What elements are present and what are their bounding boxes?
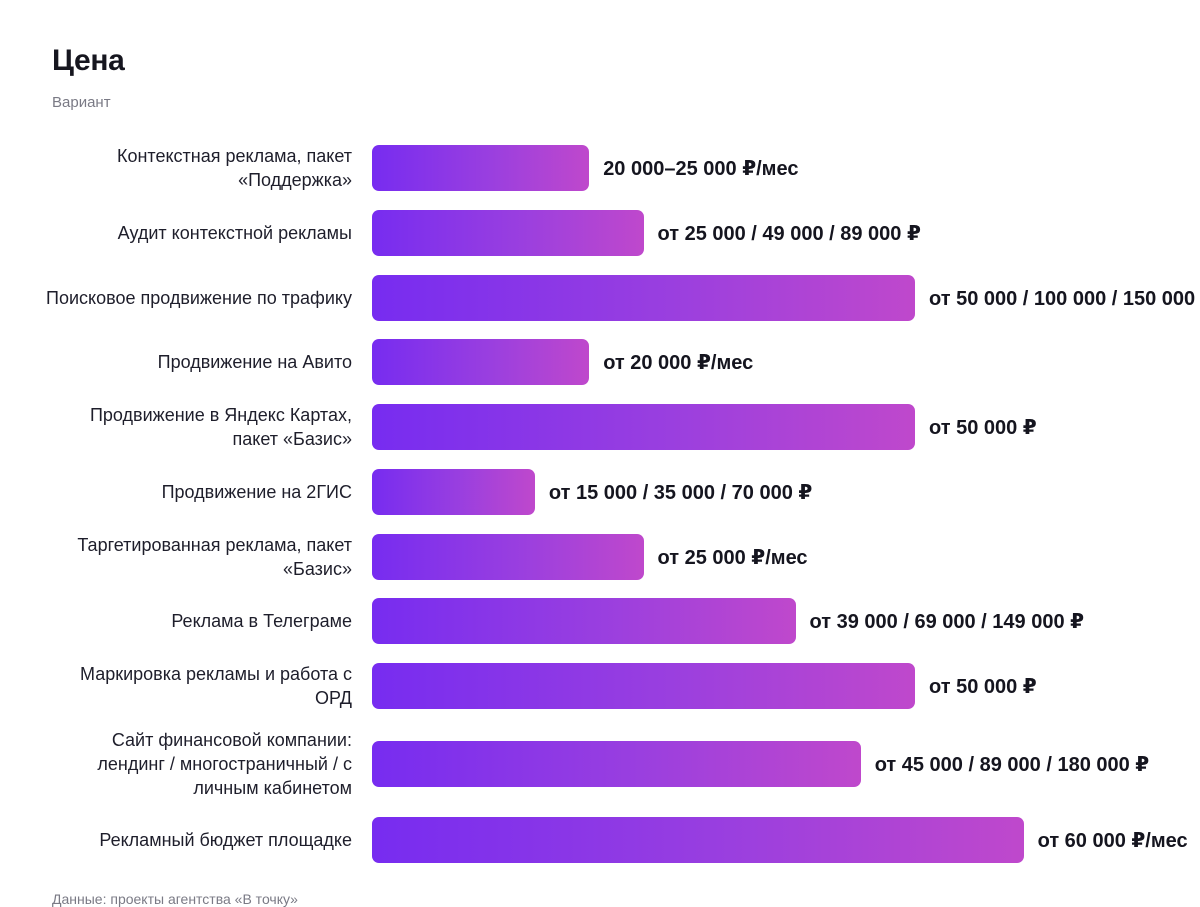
bar (372, 210, 644, 256)
bar-row: Продвижение на 2ГИС от 15 000 / 35 000 / … (0, 469, 1200, 515)
bar-row: Продвижение в Яндекс Картах, пакет «Бази… (0, 404, 1200, 450)
bar-row: Реклама в Телеграме от 39 000 / 69 000 / … (0, 598, 1200, 644)
category-label: Продвижение на Авито (157, 352, 352, 372)
data-source-note: Данные: проекты агентства «В точку» (52, 891, 298, 907)
bar-row: Маркировка рекламы и работа с ОРД от 50 0… (0, 663, 1200, 709)
category-label: Реклама в Телеграме (171, 611, 352, 631)
bar (372, 404, 915, 450)
bar-row: Продвижение на Авито от 20 000 ₽/мес (0, 339, 1200, 385)
bar (372, 598, 796, 644)
bar-value-label: от 20 000 ₽/мес (603, 351, 754, 374)
category-label: Аудит контекстной рекламы (117, 223, 352, 243)
bar (372, 339, 590, 385)
bar (372, 469, 535, 515)
bar-value-label: от 50 000 / 100 000 / 150 000 ₽ (929, 287, 1200, 310)
chart-title: Цена (52, 44, 125, 77)
bar (372, 817, 1024, 863)
bar-row: Рекламный бюджет площадке от 60 000 ₽/мес (0, 817, 1200, 863)
bar-value-label: от 60 000 ₽/мес (1037, 829, 1188, 852)
bar-row: Контекстная реклама, пакет «Поддержка» 20… (0, 145, 1200, 191)
bar-row: Аудит контекстной рекламы от 25 000 / 49 … (0, 210, 1200, 256)
category-label: Таргетированная реклама, пакет «Базис» (77, 535, 352, 579)
bar-value-label: от 50 000 ₽ (929, 416, 1037, 439)
bar-value-label: от 50 000 ₽ (929, 675, 1037, 698)
category-label: Сайт финансовой компании: лендинг / мног… (97, 730, 352, 798)
bar (372, 663, 915, 709)
bar-value-label: от 15 000 / 35 000 / 70 000 ₽ (548, 481, 813, 504)
bar (372, 741, 861, 787)
bar (372, 275, 915, 321)
bar-value-label: от 25 000 / 49 000 / 89 000 ₽ (657, 222, 921, 245)
bar-row: Сайт финансовой компании: лендинг / мног… (0, 730, 1200, 798)
bar-row: Таргетированная реклама, пакет «Базис» от… (0, 534, 1200, 580)
category-label: Рекламный бюджет площадке (99, 830, 352, 850)
chart-subtitle: Вариант (52, 94, 111, 111)
category-label: Поисковое продвижение по трафику (46, 288, 352, 308)
bar (372, 534, 644, 580)
bar-value-label: от 39 000 / 69 000 / 149 000 ₽ (809, 610, 1085, 633)
category-label: Контекстная реклама, пакет «Поддержка» (116, 146, 352, 190)
category-label: Продвижение в Яндекс Картах, пакет «Бази… (89, 405, 352, 449)
category-label: Маркировка рекламы и работа с ОРД (80, 664, 352, 708)
bar-value-label: 20 000–25 000 ₽/мес (603, 157, 799, 180)
bar-row: Поисковое продвижение по трафику от 50 00… (0, 275, 1200, 321)
bar-value-label: от 45 000 / 89 000 / 180 000 ₽ (874, 753, 1150, 776)
bar-value-label: от 25 000 ₽/мес (657, 546, 808, 569)
category-label: Продвижение на 2ГИС (161, 482, 352, 502)
bar (372, 145, 590, 191)
